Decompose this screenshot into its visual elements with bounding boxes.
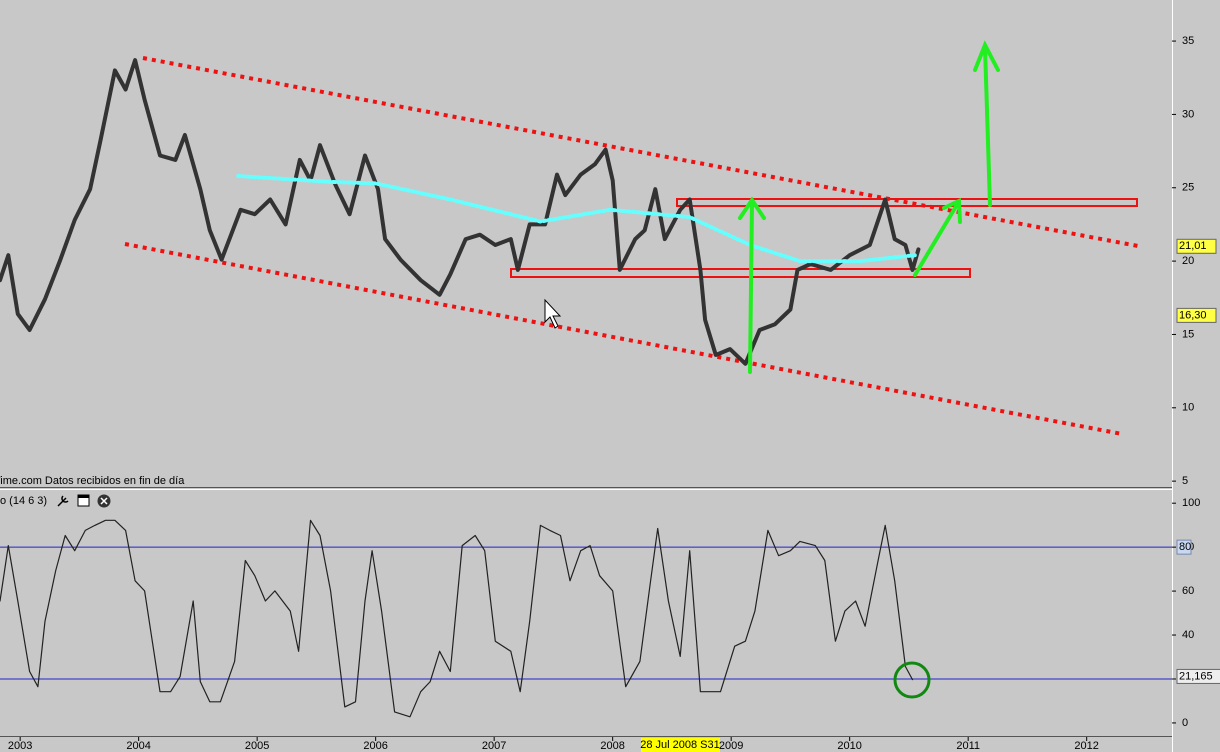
highlight-circle bbox=[893, 661, 931, 699]
x-tick-label: 2005 bbox=[245, 740, 269, 752]
x-tick-label: 2008 bbox=[600, 740, 624, 752]
panel-icons[interactable] bbox=[57, 494, 111, 508]
x-tick-label: 2007 bbox=[482, 740, 506, 752]
cursor-label-box bbox=[641, 738, 720, 752]
series-line bbox=[0, 58, 921, 366]
price-label-box bbox=[1176, 668, 1220, 684]
cursor-label: 28 Jul 2008 S31 bbox=[640, 739, 720, 751]
price-label: 16,30 bbox=[1179, 309, 1207, 321]
y-tick-label: 100 bbox=[1182, 497, 1200, 509]
y-tick-label: 0 bbox=[1182, 717, 1188, 729]
trend-line bbox=[142, 56, 1139, 248]
y-tick-label: 20 bbox=[1182, 255, 1194, 267]
y-tick-label: 40 bbox=[1182, 629, 1194, 641]
y-tick-label: 60 bbox=[1182, 585, 1194, 597]
indicator-title: o (14 6 3) bbox=[0, 495, 47, 507]
x-tick-label: 2012 bbox=[1074, 740, 1098, 752]
price-label-box bbox=[1176, 307, 1217, 323]
x-tick-label: 2009 bbox=[719, 740, 743, 752]
arrow bbox=[738, 196, 766, 374]
x-tick-label: 2003 bbox=[8, 740, 32, 752]
price-label: 21,01 bbox=[1179, 240, 1207, 252]
zone bbox=[676, 198, 1138, 207]
y-tick-label: 15 bbox=[1182, 328, 1194, 340]
price-label: 21,165 bbox=[1179, 670, 1213, 682]
y-tick-label: 35 bbox=[1182, 35, 1194, 47]
x-tick-label: 2010 bbox=[837, 740, 861, 752]
annotations bbox=[124, 56, 1139, 436]
close-icon-x bbox=[100, 497, 108, 505]
zone bbox=[510, 268, 971, 278]
level-label-box bbox=[1176, 539, 1192, 555]
mouse-cursor bbox=[544, 298, 562, 329]
series-line bbox=[0, 519, 914, 718]
arrows bbox=[738, 40, 1000, 699]
arrow bbox=[913, 197, 962, 277]
window-icon-bar bbox=[78, 495, 89, 498]
level-label: 80 bbox=[1179, 541, 1191, 553]
price-label-box bbox=[1176, 238, 1217, 254]
x-tick-label: 2011 bbox=[956, 740, 980, 752]
y-tick-label: 25 bbox=[1182, 182, 1194, 194]
trend-line bbox=[124, 242, 1123, 436]
x-tick-label: 2006 bbox=[363, 740, 387, 752]
y-tick-label: 10 bbox=[1182, 402, 1194, 414]
series-layer bbox=[0, 58, 1172, 718]
x-tick-label: 2004 bbox=[126, 740, 150, 752]
y-tick-label: 5 bbox=[1182, 475, 1188, 487]
source-note: Time.com Datos recibidos en fin de día bbox=[0, 475, 185, 487]
y-tick-label: 30 bbox=[1182, 108, 1194, 120]
series-line bbox=[236, 174, 917, 264]
settings-icon[interactable] bbox=[57, 495, 69, 507]
arrow bbox=[973, 40, 1000, 207]
